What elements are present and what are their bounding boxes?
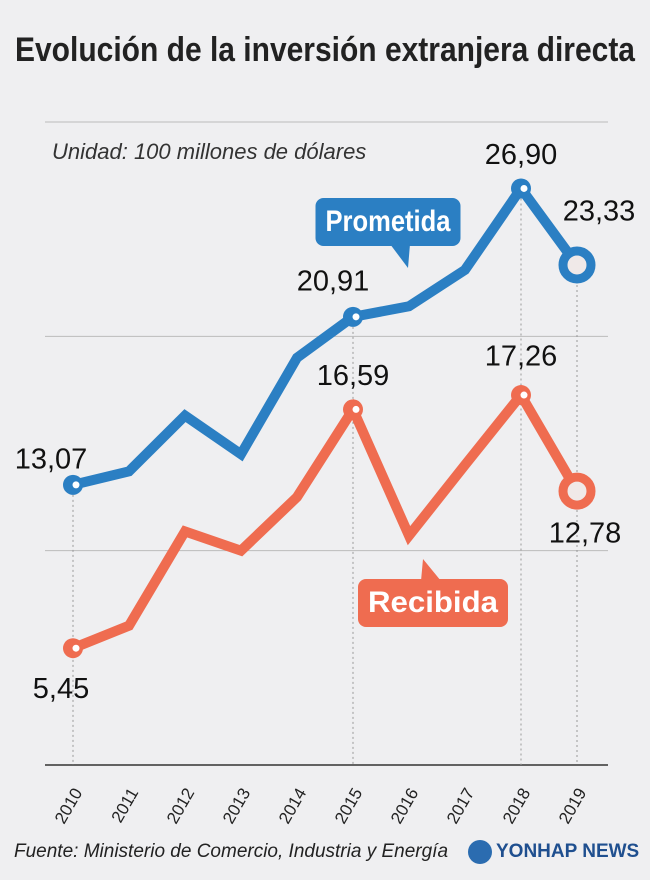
- marker-dot: [520, 391, 528, 399]
- value-label: 12,78: [549, 518, 622, 550]
- subtitle: Unidad: 100 millones de dólares: [52, 139, 366, 164]
- line: [71, 179, 582, 490]
- legend-label: Prometida: [326, 205, 451, 238]
- marker-dot: [72, 644, 80, 652]
- logo-icon: [468, 840, 492, 864]
- marker-dot: [72, 481, 80, 489]
- value-label: 26,90: [485, 139, 558, 171]
- value-label: 17,26: [485, 341, 558, 373]
- value-label: 5,45: [33, 673, 89, 705]
- legend-badge: [315, 198, 461, 246]
- legend-tail: [390, 244, 410, 268]
- chart-title: Evolución de la inversión extranjera dir…: [15, 31, 636, 69]
- line: [71, 386, 582, 653]
- value-label: 16,59: [317, 360, 390, 392]
- marker: [558, 472, 596, 510]
- logo: YONHAP NEWS: [496, 841, 639, 862]
- legend-label: Recibida: [368, 586, 498, 619]
- value-label: 23,33: [563, 196, 636, 228]
- legend-badge: [358, 579, 508, 627]
- marker-dot: [352, 313, 360, 321]
- value-label: 20,91: [297, 265, 370, 297]
- marker: [558, 246, 596, 284]
- source: Fuente: Ministerio de Comercio, Industri…: [14, 841, 448, 862]
- marker-dot: [352, 405, 360, 413]
- legend-tail: [421, 559, 441, 581]
- value-label: 13,07: [15, 444, 88, 476]
- marker-dot: [520, 184, 528, 192]
